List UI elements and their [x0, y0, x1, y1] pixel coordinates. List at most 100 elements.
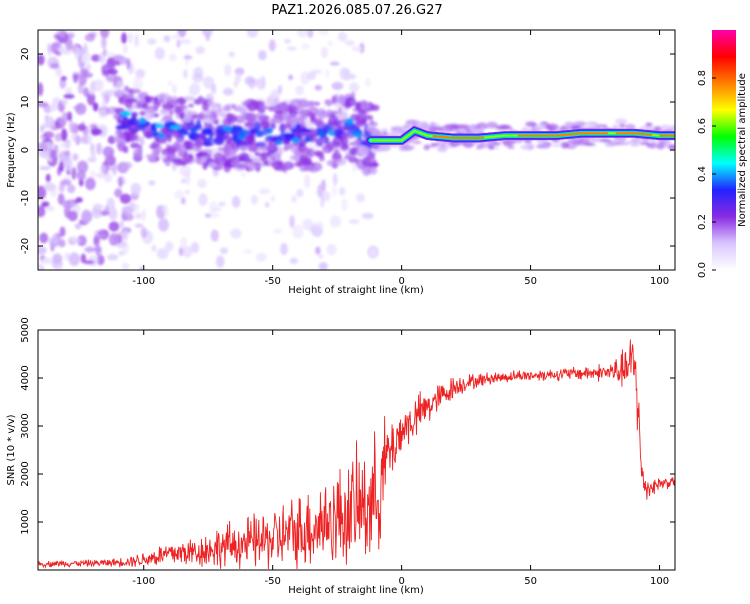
spectrogram-cell	[614, 118, 628, 125]
spectrogram-cell	[369, 166, 378, 175]
spectrogram-cell	[176, 137, 184, 144]
spectrogram-cell	[173, 106, 184, 116]
spectrogram-cell	[180, 237, 188, 250]
spectrogram-cell	[289, 215, 295, 228]
spectrogram-cell	[369, 118, 374, 125]
spectrogram-cell	[39, 232, 49, 244]
spectrogram-cell	[122, 229, 129, 241]
spectrogram-cell	[86, 63, 92, 71]
x-tick-label: -100	[132, 276, 155, 287]
spectrogram-cell	[390, 126, 404, 132]
spectrogram-cell	[274, 109, 283, 115]
spectrogram-cell	[127, 119, 135, 126]
spectrogram-cell	[62, 155, 72, 168]
spectrogram-cell	[114, 188, 123, 198]
spectrogram-cell	[64, 252, 70, 261]
y-tick-label: 4000	[20, 365, 31, 390]
spectrogram-cell	[77, 123, 86, 132]
spectrogram-cell	[320, 46, 329, 59]
spectrogram-cell	[92, 102, 99, 112]
spectrogram-cell	[332, 153, 342, 161]
spectrogram-cell	[307, 148, 315, 158]
spectrogram-cell	[299, 128, 312, 133]
spectrogram-cell	[126, 132, 138, 142]
spectrogram-cell	[268, 106, 274, 112]
spectrogram-cell	[68, 252, 80, 266]
spectrogram-cell	[77, 81, 84, 95]
spectrogram-cell	[341, 198, 348, 212]
x-tick-label: 100	[650, 576, 669, 587]
spectrogram-cell	[67, 184, 76, 194]
spectrogram-cell	[121, 262, 130, 270]
spectrogram-cell	[141, 208, 147, 222]
spectrogram-cell	[72, 153, 79, 161]
spectrogram-cell	[291, 137, 300, 144]
spectrogram-cell	[61, 128, 68, 142]
spectrogram-cell	[119, 193, 132, 204]
spectrogram-cell	[171, 34, 182, 40]
spectrogram-cell	[168, 108, 174, 116]
spectrogram-cell	[312, 221, 324, 229]
spectrogram-cell	[288, 74, 294, 81]
spectrogram-cell	[146, 132, 152, 139]
spectrogram-cell	[86, 91, 96, 106]
spectrogram-cell	[507, 145, 515, 149]
colorbar-label: Normalized spectral amplitude	[737, 73, 748, 227]
spectrogram-cell	[612, 124, 619, 130]
spectrogram-cell	[179, 38, 192, 45]
spectrogram-cell	[475, 145, 483, 150]
spectrogram-cell	[253, 103, 259, 110]
spectrogram-cell	[52, 253, 63, 264]
spectrogram-cell	[96, 172, 107, 179]
spectrogram-cell	[364, 157, 377, 165]
spectrogram-cell	[332, 173, 338, 186]
spectrogram-cell	[319, 155, 325, 162]
spectrogram-cell	[297, 143, 307, 153]
spectrogram-cell	[304, 174, 311, 189]
spectrogram-cell	[268, 155, 274, 160]
spectrogram-cell	[151, 148, 159, 158]
spectrogram-cell	[314, 151, 324, 158]
spectrogram-cell	[226, 143, 232, 151]
spectrogram-cell	[190, 241, 200, 254]
spectrogram-cell	[199, 98, 208, 104]
spectrogram-cell	[168, 154, 176, 160]
spectrogram-cell	[155, 123, 164, 129]
spectrogram-cell	[151, 141, 161, 148]
spectrogram-cell	[38, 54, 45, 66]
colorbar-tick-label: 0.0	[697, 262, 708, 278]
spectrogram-cell	[318, 262, 328, 270]
spectrogram-cell	[134, 34, 139, 47]
spectrogram-cell	[362, 166, 372, 177]
spectrogram-cell	[121, 205, 133, 216]
spectrogram-cell	[90, 147, 96, 162]
spectrogram-cell	[50, 150, 58, 161]
spectrogram-cell	[280, 128, 285, 138]
spectrogram-cell	[177, 160, 182, 165]
spectrogram-cell	[171, 143, 182, 149]
spectrogram-cell	[81, 51, 91, 64]
colorbar-ticks: 0.0 0.2 0.4 0.6 0.8	[697, 70, 716, 278]
spectrogram-cell	[203, 137, 213, 147]
spectrogram-cell	[590, 122, 598, 126]
spectrogram-cell	[102, 146, 115, 158]
spectrogram-cell	[198, 193, 208, 206]
spectrogram-cell	[170, 131, 180, 138]
y-tick-label: 5000	[20, 317, 31, 342]
spectrogram-cell	[167, 81, 173, 86]
spectrogram-cell	[429, 123, 441, 127]
spectrogram-cell	[170, 125, 182, 130]
spectrogram-cell	[223, 161, 230, 168]
spectrogram-cell	[192, 132, 197, 141]
spectrogram-cell	[326, 159, 335, 167]
spectrogram-cell	[169, 53, 177, 62]
spectrogram-cell	[273, 113, 283, 119]
spectrogram-cell	[118, 131, 124, 139]
spectrogram-cell	[75, 48, 88, 55]
spectrogram-cell	[56, 30, 66, 38]
spectrogram-cell	[242, 248, 253, 255]
spectrogram-cell	[315, 246, 321, 255]
spectrogram-cell	[168, 100, 175, 105]
spectrogram-cell	[183, 113, 192, 123]
